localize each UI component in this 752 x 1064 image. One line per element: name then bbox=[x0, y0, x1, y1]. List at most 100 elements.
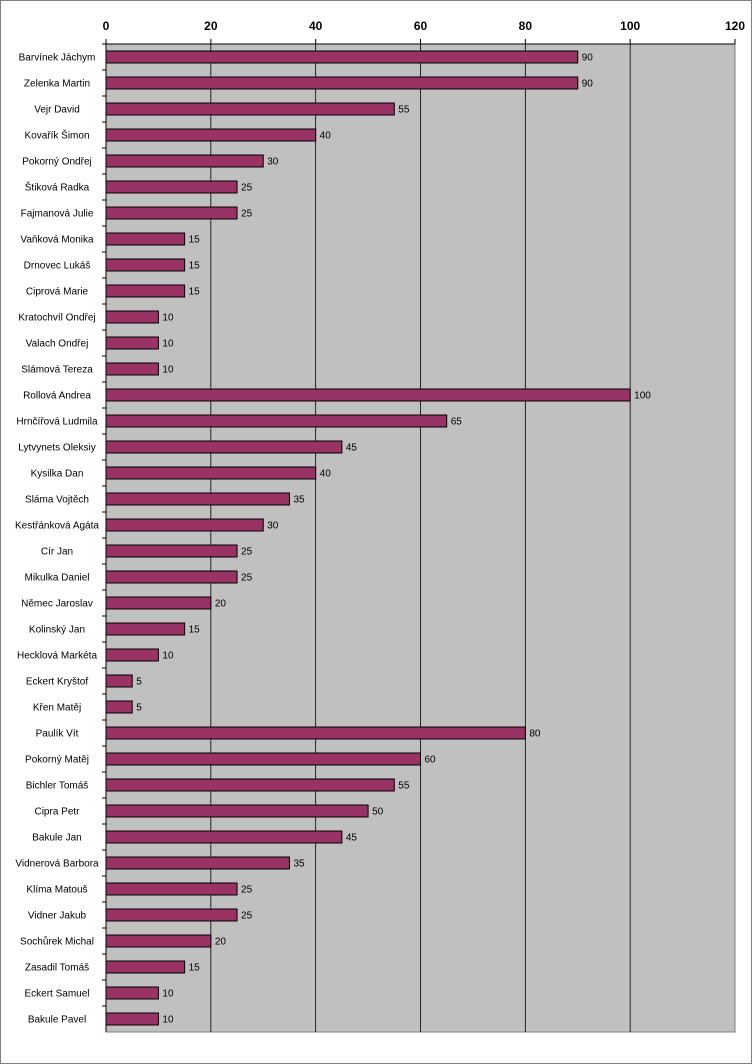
data-label: 20 bbox=[215, 937, 227, 948]
bar bbox=[105, 102, 395, 116]
bar bbox=[105, 622, 186, 636]
bar bbox=[105, 908, 238, 922]
data-label: 45 bbox=[346, 833, 358, 844]
data-label: 80 bbox=[529, 729, 541, 740]
data-label: 10 bbox=[162, 339, 174, 350]
category-label: Mikulka Daniel bbox=[24, 573, 89, 584]
bar bbox=[105, 1012, 159, 1026]
bar bbox=[105, 804, 369, 818]
category-label: Hrnčířová Ludmila bbox=[16, 417, 98, 428]
data-label: 45 bbox=[346, 443, 358, 454]
bar bbox=[105, 232, 186, 246]
data-label: 15 bbox=[189, 261, 201, 272]
data-label: 15 bbox=[189, 625, 201, 636]
data-label: 15 bbox=[189, 287, 201, 298]
bar bbox=[105, 986, 159, 1000]
bar bbox=[105, 50, 579, 64]
x-tick-label: 80 bbox=[519, 19, 533, 33]
data-label: 10 bbox=[162, 989, 174, 1000]
bar bbox=[105, 700, 133, 714]
category-label: Zasadil Tomáš bbox=[25, 963, 89, 974]
data-label: 5 bbox=[136, 703, 142, 714]
category-label: Bichler Tomáš bbox=[26, 781, 89, 792]
category-label: Hecklová Markéta bbox=[17, 651, 97, 662]
category-label: Kovařík Šimon bbox=[24, 129, 89, 142]
category-label: Rollová Andrea bbox=[23, 391, 91, 402]
category-label: Lytvynets Oleksiy bbox=[18, 443, 95, 454]
data-label: 25 bbox=[241, 209, 253, 220]
category-label: Valach Ondřej bbox=[26, 339, 89, 350]
category-label: Křen Matěj bbox=[33, 703, 81, 714]
data-label: 20 bbox=[215, 599, 227, 610]
bar bbox=[105, 388, 631, 402]
data-label: 90 bbox=[582, 79, 594, 90]
category-label: Drnovec Lukáš bbox=[24, 261, 91, 272]
category-label: Vidnerová Barbora bbox=[15, 859, 99, 870]
bar bbox=[105, 284, 186, 298]
data-label: 90 bbox=[582, 53, 594, 64]
data-label: 40 bbox=[320, 469, 332, 480]
category-label: Slámová Tereza bbox=[21, 365, 93, 376]
category-label: Kysilka Dan bbox=[31, 469, 84, 480]
data-label: 35 bbox=[293, 495, 305, 506]
category-label: Eckert Kryštof bbox=[26, 677, 88, 688]
data-label: 60 bbox=[425, 755, 437, 766]
category-label: Pokorný Matěj bbox=[25, 755, 89, 766]
data-label: 10 bbox=[162, 1015, 174, 1026]
category-label: Němec Jaroslav bbox=[21, 599, 93, 610]
x-tick-label: 120 bbox=[725, 19, 745, 33]
category-label: Sochůrek Michal bbox=[20, 936, 94, 948]
data-label: 30 bbox=[267, 521, 279, 532]
bar bbox=[105, 492, 290, 506]
data-label: 10 bbox=[162, 313, 174, 324]
data-label: 55 bbox=[398, 105, 410, 116]
bar bbox=[105, 544, 238, 558]
bar bbox=[105, 466, 317, 480]
bar bbox=[105, 570, 238, 584]
category-label: Vaňková Monika bbox=[20, 235, 94, 246]
bar bbox=[105, 258, 186, 272]
bar bbox=[105, 934, 212, 948]
bar bbox=[105, 674, 133, 688]
bar bbox=[105, 310, 159, 324]
category-label: Vejr David bbox=[34, 105, 80, 116]
bar bbox=[105, 856, 290, 870]
category-label: Kestřánková Agáta bbox=[15, 521, 99, 532]
data-label: 50 bbox=[372, 807, 384, 818]
category-label: Cír Jan bbox=[41, 547, 73, 558]
bar bbox=[105, 440, 343, 454]
data-label: 15 bbox=[189, 963, 201, 974]
category-label: Kratochvíl Ondřej bbox=[18, 313, 95, 324]
bar bbox=[105, 362, 159, 376]
data-label: 10 bbox=[162, 365, 174, 376]
bar bbox=[105, 882, 238, 896]
category-label: Bakule Jan bbox=[32, 833, 81, 844]
bar bbox=[105, 726, 526, 740]
data-label: 30 bbox=[267, 157, 279, 168]
data-label: 25 bbox=[241, 573, 253, 584]
category-label: Vidner Jakub bbox=[28, 911, 87, 922]
data-label: 65 bbox=[451, 417, 463, 428]
bar bbox=[105, 206, 238, 220]
category-label: Zelenka Martin bbox=[24, 79, 90, 90]
bar bbox=[105, 336, 159, 350]
data-label: 100 bbox=[634, 391, 651, 402]
category-label: Štiková Radka bbox=[25, 181, 90, 194]
x-tick-label: 20 bbox=[204, 19, 218, 33]
category-label: Klíma Matouš bbox=[26, 885, 87, 896]
data-label: 25 bbox=[241, 547, 253, 558]
bar bbox=[105, 960, 186, 974]
bar bbox=[105, 128, 317, 142]
bar bbox=[105, 518, 264, 532]
data-label: 40 bbox=[320, 131, 332, 142]
category-label: Eckert Samuel bbox=[24, 989, 89, 1000]
bar bbox=[105, 830, 343, 844]
x-tick-label: 100 bbox=[620, 19, 640, 33]
data-label: 15 bbox=[189, 235, 201, 246]
bar bbox=[105, 752, 421, 766]
data-label: 25 bbox=[241, 885, 253, 896]
bar bbox=[105, 76, 579, 90]
category-label: Ciprová Marie bbox=[26, 287, 89, 298]
bar bbox=[105, 414, 448, 428]
